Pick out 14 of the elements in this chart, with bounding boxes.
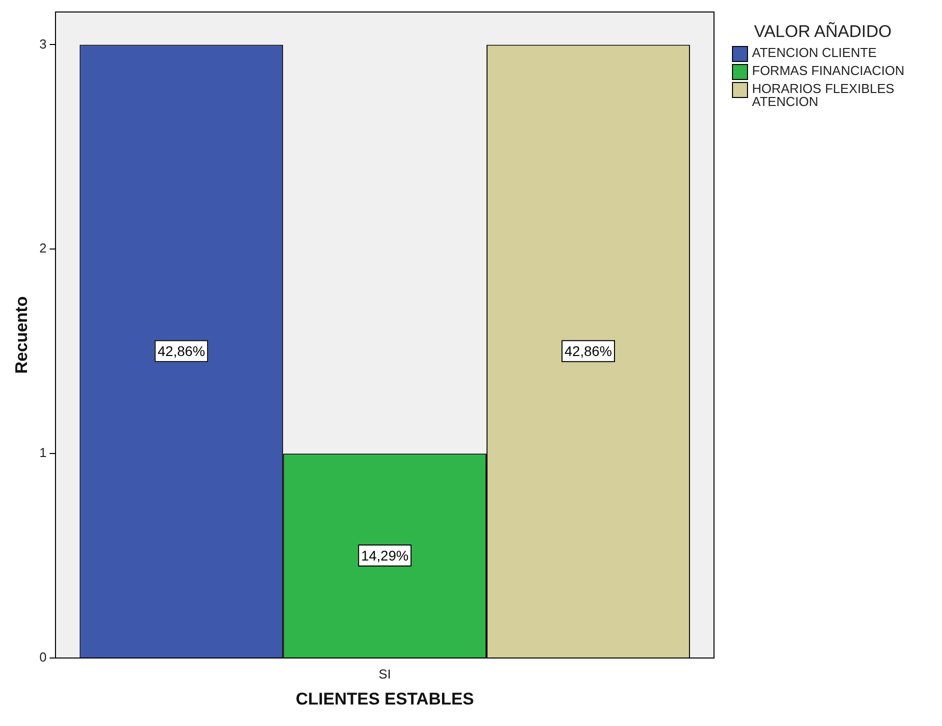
x-tick-label: SI bbox=[378, 666, 391, 682]
annotation: 42,86% bbox=[564, 342, 612, 359]
legend-label: FORMAS FINANCIACION bbox=[752, 63, 904, 78]
annotation: 14,29% bbox=[361, 547, 409, 564]
y-axis-title: Recuento bbox=[12, 296, 31, 374]
x-axis-title: CLIENTES ESTABLES bbox=[296, 689, 474, 708]
y-tick-label: 3 bbox=[39, 36, 47, 52]
legend-label: HORARIOS FLEXIBLES ATENCION bbox=[752, 81, 896, 109]
y-tick-label: 2 bbox=[39, 240, 47, 256]
legend-title: VALOR AÑADIDO bbox=[754, 22, 893, 42]
legend-label: ATENCION CLIENTE bbox=[752, 45, 877, 60]
y-tick-label: 0 bbox=[39, 650, 47, 665]
y-tick-label: 1 bbox=[39, 445, 47, 460]
annotation: 42,86% bbox=[158, 342, 206, 359]
